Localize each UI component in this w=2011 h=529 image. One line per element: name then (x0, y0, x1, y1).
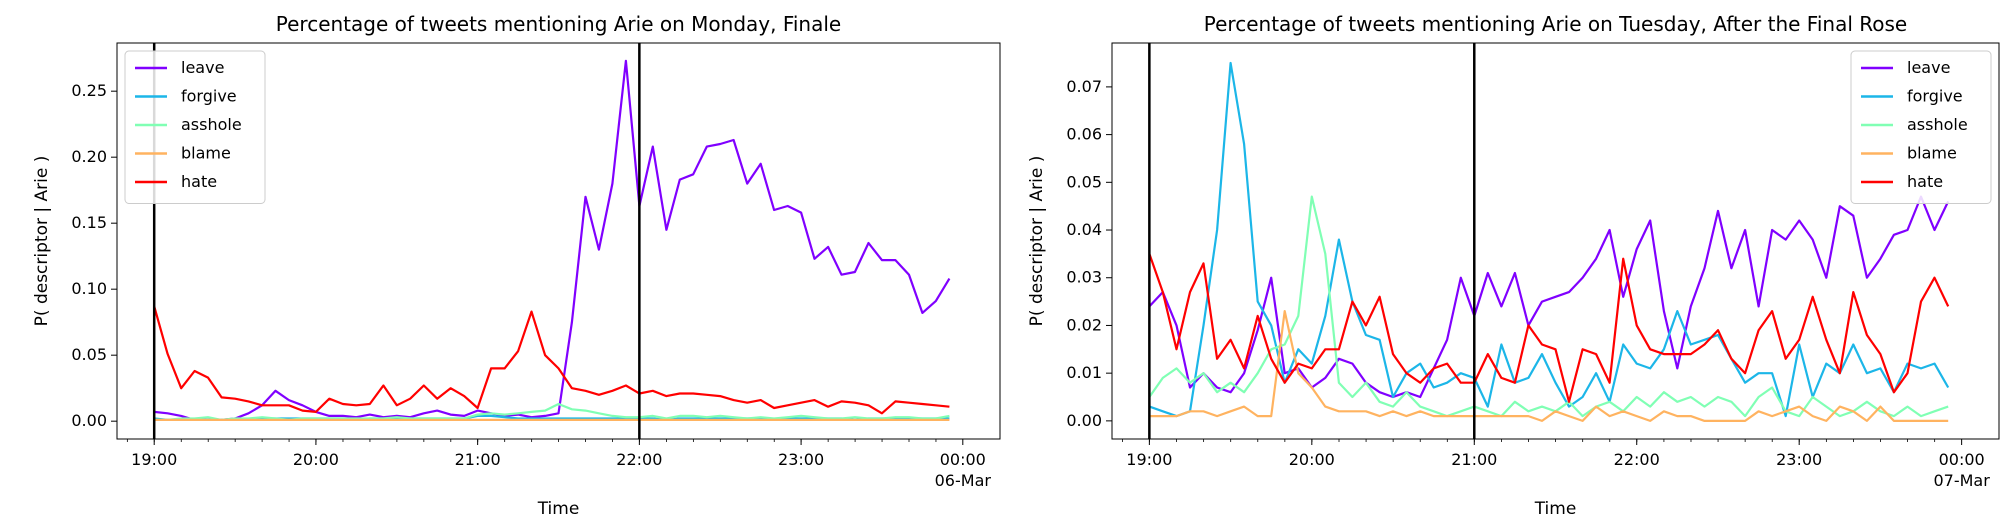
y-axis-label: P( descriptor | Arie ) (1027, 156, 1047, 327)
legend-label-forgive: forgive (1907, 87, 1963, 106)
y-tick-label: 0.03 (1066, 268, 1102, 287)
x-tick-label: 19:00 (131, 450, 177, 469)
x-tick-label: 21:00 (1451, 450, 1497, 469)
x-tick-label: 21:00 (455, 450, 501, 469)
y-tick-label: 0.15 (71, 213, 107, 232)
y-tick-label: 0.01 (1066, 363, 1102, 382)
series-group (1148, 61, 1950, 422)
series-line-blame (1149, 310, 1949, 422)
y-tick-label: 0.02 (1066, 315, 1102, 334)
legend-label-hate: hate (181, 172, 217, 191)
legend-label-asshole: asshole (181, 115, 242, 134)
legend: leave forgive asshole blame hate (1850, 50, 1992, 204)
series-line-forgive (1149, 61, 1950, 418)
x-tick-label: 00:00 (1939, 450, 1985, 469)
chart-title: Percentage of tweets mentioning Arie on … (1204, 12, 1907, 36)
x-tick-label: 23:00 (1776, 450, 1822, 469)
chart-2: Percentage of tweets mentioning Arie on … (1027, 12, 2000, 519)
series-line-hate (153, 306, 950, 415)
legend: leave forgive asshole blame hate (124, 50, 266, 204)
y-tick-label: 0.00 (71, 411, 107, 430)
series-line-asshole (1148, 195, 1949, 418)
y-tick-label: 0.20 (71, 147, 107, 166)
series-line-leave (1148, 195, 1950, 399)
x-tick-label: 00:00 (940, 450, 986, 469)
x-tick-label: 22:00 (1614, 450, 1660, 469)
chart-title: Percentage of tweets mentioning Arie on … (276, 12, 841, 36)
x-date-label: 06-Mar (935, 471, 992, 490)
y-tick-label: 0.07 (1066, 77, 1102, 96)
legend-box (1850, 50, 1992, 204)
x-tick-label: 20:00 (1289, 450, 1335, 469)
legend-label-blame: blame (181, 144, 231, 163)
series-group (153, 59, 951, 421)
y-tick-label: 0.05 (1066, 172, 1102, 191)
y-tick-label: 0.05 (71, 345, 107, 364)
x-tick-label: 19:00 (1126, 450, 1172, 469)
x-tick-label: 22:00 (616, 450, 662, 469)
y-tick-label: 0.06 (1066, 125, 1102, 144)
chart-1: Percentage of tweets mentioning Arie on … (32, 12, 1001, 519)
x-axis-label: Time (1534, 499, 1577, 519)
series-line-leave (154, 59, 951, 421)
legend-label-blame: blame (1907, 144, 1957, 163)
legend-label-leave: leave (1907, 58, 1950, 77)
legend-box (124, 50, 266, 204)
y-tick-label: 0.25 (71, 81, 107, 100)
y-tick-label: 0.04 (1066, 220, 1102, 239)
x-tick-label: 20:00 (293, 450, 339, 469)
x-tick-label: 23:00 (778, 450, 824, 469)
legend-label-asshole: asshole (1907, 115, 1968, 134)
legend-label-forgive: forgive (181, 87, 237, 106)
y-tick-label: 0.00 (1066, 411, 1102, 430)
x-date-label: 07-Mar (1933, 471, 1990, 490)
series-line-hate (1148, 253, 1950, 403)
y-axis-label: P( descriptor | Arie ) (32, 156, 52, 327)
y-tick-label: 0.10 (71, 279, 107, 298)
x-axis-label: Time (537, 499, 580, 519)
legend-label-leave: leave (181, 58, 224, 77)
legend-label-hate: hate (1907, 172, 1943, 191)
